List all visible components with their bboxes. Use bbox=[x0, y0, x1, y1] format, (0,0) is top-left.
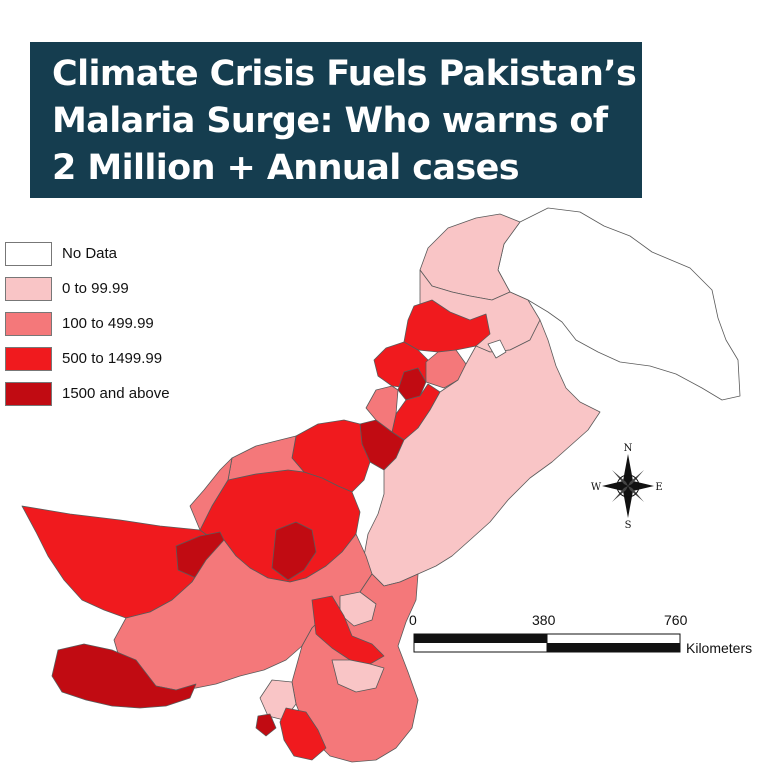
legend-label: 0 to 99.99 bbox=[62, 280, 129, 297]
region-balochistan-darkred-2 bbox=[271, 521, 317, 581]
legend-label: No Data bbox=[62, 245, 118, 262]
region-punjab bbox=[363, 319, 601, 587]
legend-swatch bbox=[5, 347, 52, 371]
compass-n: N bbox=[624, 443, 633, 454]
compass-s: S bbox=[625, 520, 632, 531]
title-line-1: Climate Crisis Fuels Pakistan’s bbox=[52, 54, 637, 94]
title-banner: Climate Crisis Fuels Pakistan’s Malaria … bbox=[30, 42, 642, 198]
region-sindh-red-south bbox=[279, 707, 327, 761]
compass-e: E bbox=[655, 482, 662, 493]
legend-swatch bbox=[5, 277, 52, 301]
scale-tick-0: 0 bbox=[409, 612, 417, 628]
legend-swatch bbox=[5, 312, 52, 336]
compass-rose: N S E W bbox=[591, 443, 663, 531]
title-line-2: Malaria Surge: Who warns of bbox=[52, 101, 608, 141]
legend-label: 100 to 499.99 bbox=[62, 315, 154, 332]
region-balochistan-pink-nw bbox=[189, 457, 233, 531]
title-line-3: 2 Million + Annual cases bbox=[52, 148, 520, 188]
legend-swatch bbox=[5, 382, 52, 406]
region-sindh-red-1 bbox=[311, 595, 385, 665]
scale-tick-760: 760 bbox=[664, 612, 688, 628]
legend-label: 1500 and above bbox=[62, 385, 170, 402]
region-fata-pink bbox=[365, 385, 399, 433]
region-karachi-dark bbox=[255, 713, 277, 737]
region-makran-darkred bbox=[51, 643, 197, 709]
region-gilgit-baltistan bbox=[497, 207, 741, 401]
legend-swatch bbox=[5, 242, 52, 266]
compass-w: W bbox=[591, 482, 602, 493]
legend-label: 500 to 1499.99 bbox=[62, 350, 163, 367]
scale-bar bbox=[413, 633, 681, 653]
region-islamabad bbox=[487, 339, 507, 359]
scale-tick-380: 380 bbox=[532, 612, 556, 628]
scale-unit: Kilometers bbox=[686, 640, 753, 656]
region-balochistan-pink-north bbox=[227, 435, 305, 481]
region-sindh-light-2 bbox=[331, 659, 385, 693]
